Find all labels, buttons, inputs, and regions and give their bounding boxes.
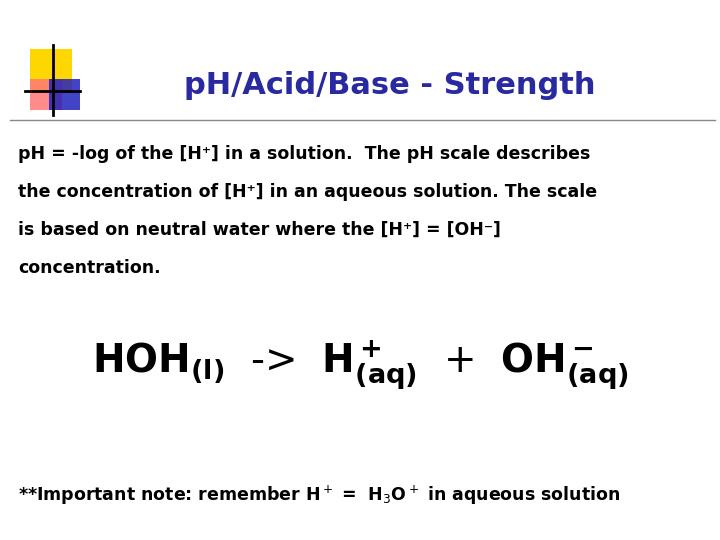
Text: pH = -log of the [H⁺] in a solution.  The pH scale describes: pH = -log of the [H⁺] in a solution. The… [18, 145, 590, 163]
Text: is based on neutral water where the [H⁺] = [OH⁻]: is based on neutral water where the [H⁺]… [18, 221, 501, 239]
Bar [30, 78, 61, 110]
Text: the concentration of [H⁺] in an aqueous solution. The scale: the concentration of [H⁺] in an aqueous … [18, 183, 597, 201]
Bar [30, 49, 72, 91]
Text: $\mathbf{HOH_{(l)}}$  ->  $\mathbf{H^+_{(aq)}}$  +  $\mathbf{OH^-_{(aq)}}$: $\mathbf{HOH_{(l)}}$ -> $\mathbf{H^+_{(a… [91, 338, 629, 392]
Text: **Important note: remember H$^+$ =  H$_3$O$^+$ in aqueous solution: **Important note: remember H$^+$ = H$_3$… [18, 483, 621, 507]
Bar [49, 78, 81, 110]
Text: pH/Acid/Base - Strength: pH/Acid/Base - Strength [184, 71, 595, 99]
Text: concentration.: concentration. [18, 259, 161, 277]
